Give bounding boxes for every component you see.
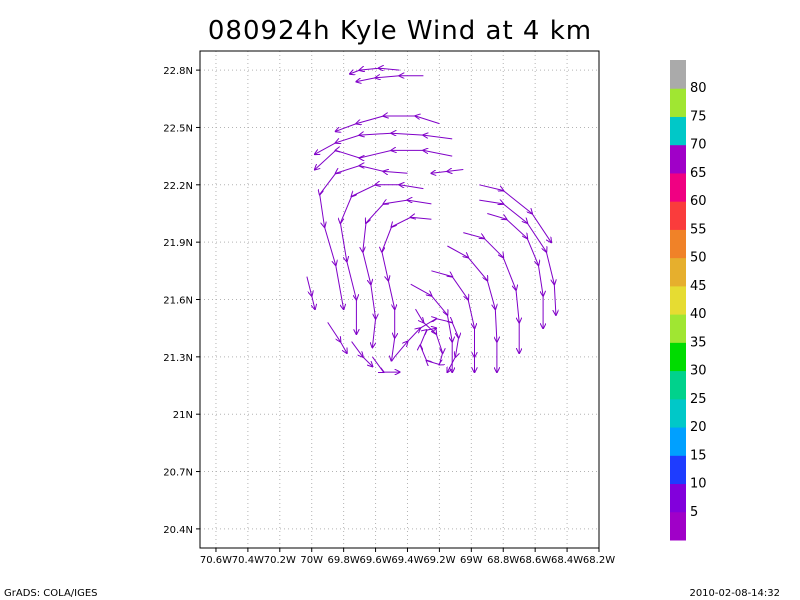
plot-frame: [199, 50, 600, 549]
colorbar-label: 50: [690, 251, 707, 266]
axes: 70.6W 70.4W 70.2W 70W 69.8W 69.6W 69.4W 69.2W 69…: [163, 66, 615, 566]
colorbar-label: 80: [690, 81, 707, 96]
colorbar-label: 25: [690, 392, 707, 407]
y-tick-label: 22.2N: [163, 181, 193, 192]
streamline: [479, 200, 556, 315]
streamline: [382, 217, 432, 360]
streamline: [415, 308, 443, 364]
streamline: [431, 270, 474, 372]
colorbar-segment: [670, 455, 686, 485]
colorbar-segment: [670, 116, 686, 146]
x-tick-label: 68.4W: [551, 555, 583, 566]
colorbar-segment: [670, 257, 686, 287]
colorbar-segment: [670, 172, 686, 202]
streamline: [356, 76, 424, 82]
x-tick-label: 69W: [460, 555, 483, 566]
y-tick-label: 21N: [173, 410, 193, 421]
colorbar-segment: [670, 229, 686, 259]
colorbar-label: 20: [690, 420, 707, 435]
colorbar-label: 70: [690, 138, 707, 153]
x-tick-label: 69.2W: [423, 555, 455, 566]
y-tick-label: 21.9N: [163, 238, 193, 249]
colorbar-label: 40: [690, 307, 707, 322]
streamline: [371, 356, 399, 372]
colorbar-label: 60: [690, 194, 707, 209]
y-tick-label: 20.7N: [163, 468, 193, 479]
streamline: [363, 200, 432, 347]
colorbar-segment: [670, 427, 686, 456]
streamlines: [306, 68, 556, 373]
grid-lines: [200, 51, 600, 548]
streamline: [336, 116, 440, 131]
streamline: [351, 341, 373, 367]
chart-title: 080924h Kyle Wind at 4 km: [207, 16, 593, 46]
colorbar-segment: [670, 144, 686, 174]
colorbar-segment: [670, 314, 686, 343]
streamline: [463, 232, 519, 353]
x-tick-label: 69.8W: [328, 555, 360, 566]
streamline: [327, 322, 347, 353]
colorbar-label: 65: [690, 166, 707, 181]
colorbar-label: 5: [690, 505, 698, 520]
colorbar-segment: [670, 398, 686, 428]
colorbar-label: 55: [690, 222, 707, 237]
streamline: [320, 166, 408, 309]
colorbar-label: 10: [690, 477, 707, 492]
streamline: [315, 133, 453, 154]
colorbar-label: 45: [690, 279, 707, 294]
colorbar-segment: [670, 201, 686, 230]
colorbar-segment: [670, 511, 686, 541]
colorbar-segment: [670, 342, 686, 372]
x-tick-label: 68.8W: [487, 555, 519, 566]
y-tick-label: 22.8N: [163, 66, 193, 77]
footer-credit: GrADS: COLA/IGES: [4, 588, 98, 599]
colorbar-segment: [670, 88, 686, 117]
colorbar-segment: [670, 285, 686, 315]
streamline: [479, 184, 551, 242]
x-tick-label: 70W: [300, 555, 323, 566]
streamline: [340, 185, 424, 334]
colorbar-label: 75: [690, 109, 707, 124]
colorbar-label: 30: [690, 364, 707, 379]
x-tick-label: 70.4W: [232, 555, 264, 566]
y-tick-label: 21.6N: [163, 296, 193, 307]
x-tick-label: 70.2W: [264, 555, 296, 566]
footer-timestamp: 2010-02-08-14:32: [689, 588, 780, 599]
colorbar-segment: [670, 370, 686, 400]
streamline: [410, 283, 453, 372]
streamline: [394, 319, 459, 373]
y-tick-label: 20.4N: [163, 525, 193, 536]
x-tick-label: 70.6W: [200, 555, 232, 566]
streamline: [447, 245, 497, 372]
x-tick-label: 68.2W: [583, 555, 615, 566]
streamline: [315, 150, 453, 169]
colorbar-segment: [670, 483, 686, 513]
x-tick-label: 69.4W: [391, 555, 423, 566]
y-tick-label: 22.5N: [163, 123, 193, 134]
colorbar: 5 10 15 20 25 30 35 40 45 50 55 60 65 70 75 80: [670, 60, 707, 541]
colorbar-label: 15: [690, 448, 707, 463]
streamline: [431, 170, 464, 174]
y-tick-label: 21.3N: [163, 353, 193, 364]
colorbar-label: 35: [690, 335, 707, 350]
x-tick-label: 68.6W: [519, 555, 551, 566]
streamline: [306, 276, 315, 310]
colorbar-segment: [670, 60, 686, 89]
streamline: [350, 68, 400, 74]
x-tick-label: 69.6W: [359, 555, 391, 566]
